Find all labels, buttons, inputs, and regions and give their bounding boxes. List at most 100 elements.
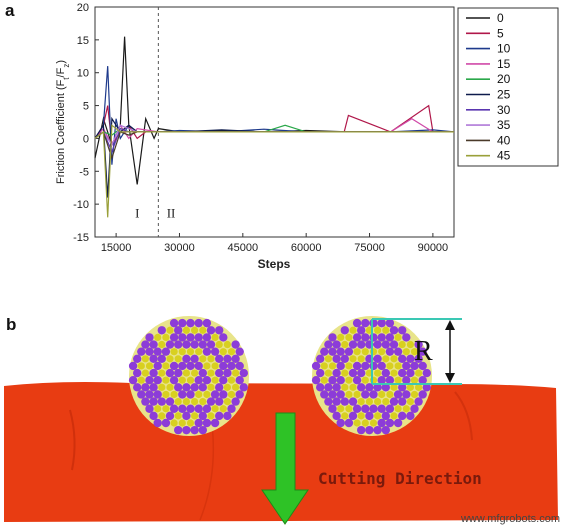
atom (390, 383, 398, 391)
atom (169, 404, 179, 413)
atom (369, 348, 378, 356)
legend-entry: 30 (497, 103, 511, 117)
atom (207, 355, 215, 363)
atom (377, 376, 386, 385)
atom (215, 368, 224, 378)
atom (311, 376, 321, 385)
atom (137, 362, 145, 370)
atom (133, 368, 142, 378)
atom (153, 347, 162, 356)
atom (345, 333, 353, 342)
panel-a-label: a (5, 1, 15, 20)
atom (186, 376, 195, 384)
atom (227, 348, 236, 356)
atom (410, 361, 419, 371)
atom (161, 418, 171, 428)
atom (340, 326, 349, 335)
atom (182, 369, 190, 377)
atom (162, 362, 170, 370)
atom (377, 418, 386, 428)
atom (145, 333, 154, 342)
atom (332, 354, 341, 364)
atom (203, 362, 211, 370)
atom (374, 326, 382, 334)
atom (190, 383, 199, 392)
atom (410, 348, 419, 356)
atom (210, 347, 220, 356)
atom (373, 425, 382, 435)
atom (194, 333, 203, 342)
atom (402, 361, 411, 371)
atom (178, 404, 187, 413)
atom (332, 411, 341, 421)
workpiece-shading-2 (454, 391, 473, 441)
atom (170, 348, 178, 356)
atom (398, 354, 407, 364)
atom (340, 354, 349, 364)
atom (365, 398, 373, 406)
atom (365, 383, 374, 392)
plot-frame (94, 6, 455, 238)
atom (162, 333, 170, 342)
atom (406, 368, 415, 378)
atom (398, 411, 407, 421)
y-tick-label: -5 (79, 166, 89, 178)
atom (191, 369, 199, 377)
atom (374, 412, 382, 420)
atom (194, 318, 203, 328)
atom (174, 340, 183, 349)
atom (402, 376, 411, 385)
legend-entry: 40 (497, 133, 511, 147)
atom (349, 383, 357, 391)
region-label: I (135, 205, 139, 220)
atom (357, 425, 366, 435)
atom (149, 411, 158, 421)
atom (157, 326, 166, 335)
atom (352, 404, 362, 413)
atom (227, 404, 236, 413)
atom (215, 340, 223, 349)
atom (328, 404, 337, 413)
atom (332, 397, 341, 406)
atom (345, 405, 353, 413)
atom (406, 411, 415, 421)
atom (141, 397, 150, 406)
atom (337, 333, 345, 342)
atom (357, 340, 366, 349)
atom (239, 368, 248, 378)
atom (166, 355, 174, 363)
atom (182, 340, 191, 349)
atom (223, 340, 231, 349)
atom (352, 333, 362, 342)
atom (145, 347, 154, 356)
atom (166, 383, 174, 391)
atom (219, 361, 228, 371)
atom (378, 348, 386, 356)
series-line-45 (94, 124, 454, 218)
atom (235, 376, 244, 385)
atom (207, 369, 215, 377)
legend-entry: 10 (497, 42, 511, 56)
atom (348, 368, 358, 378)
atom (332, 368, 341, 378)
atom (170, 390, 178, 399)
atom (149, 368, 158, 378)
atom (385, 404, 395, 413)
atom (145, 404, 154, 413)
atom (336, 361, 345, 371)
atom (145, 362, 154, 370)
atom (198, 340, 207, 349)
atom (361, 376, 369, 384)
atom (154, 405, 162, 413)
atom (340, 397, 349, 406)
atom (418, 361, 427, 371)
atom (357, 326, 366, 335)
x-tick-label: 15000 (101, 242, 132, 254)
atom (336, 418, 345, 428)
atom (186, 318, 195, 328)
atom (381, 340, 390, 349)
atom (348, 340, 358, 349)
atom (352, 361, 362, 371)
atom (158, 383, 166, 391)
simulation-illustration: Cutting Direction R (4, 316, 558, 525)
